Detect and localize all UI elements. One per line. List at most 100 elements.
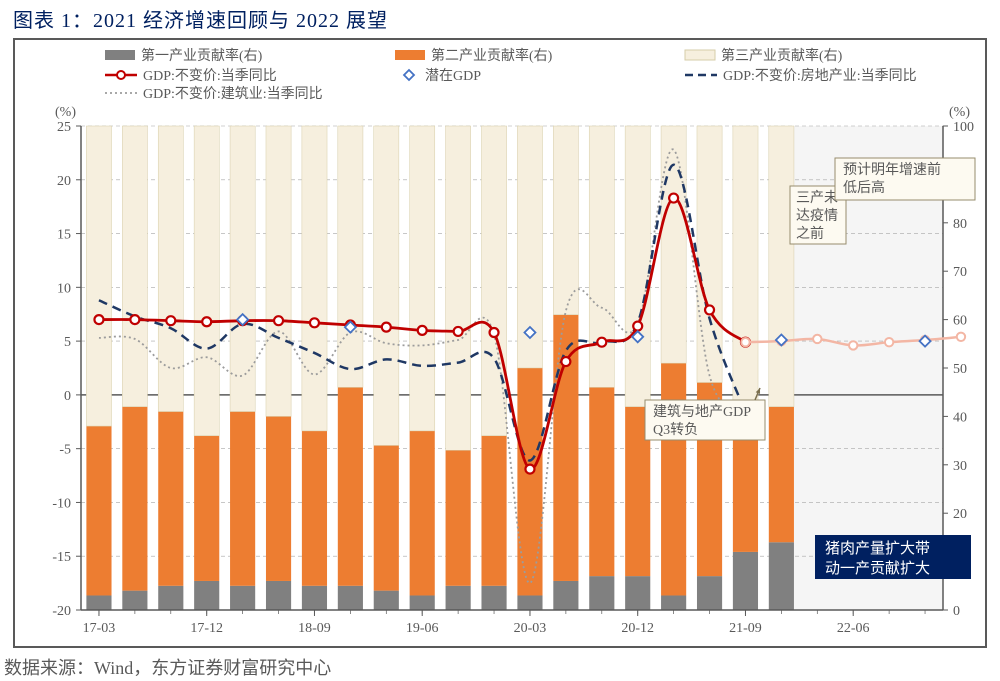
bar-primary — [86, 595, 111, 610]
svg-text:70: 70 — [953, 265, 967, 280]
bar-secondary — [266, 416, 291, 581]
bar-tertiary — [769, 126, 794, 407]
svg-text:-20: -20 — [52, 604, 71, 619]
bar-primary — [625, 576, 650, 610]
bar-tertiary — [158, 126, 183, 412]
svg-text:20: 20 — [953, 507, 967, 522]
svg-text:(%): (%) — [55, 105, 76, 120]
chart-title-bar: 图表 1：2021 经济增速回顾与 2022 展望 — [13, 4, 987, 41]
marker-gdp — [490, 328, 499, 337]
svg-text:预计明年增速前: 预计明年增速前 — [843, 161, 941, 178]
svg-text:建筑与地产GDP: 建筑与地产GDP — [653, 404, 751, 420]
bar-secondary — [122, 407, 147, 591]
svg-text:15: 15 — [57, 228, 71, 243]
bar-secondary — [661, 363, 686, 595]
bar-primary — [410, 595, 435, 610]
marker-gdp — [633, 322, 642, 331]
svg-text:21-09: 21-09 — [729, 621, 762, 636]
svg-text:GDP:不变价:当季同比: GDP:不变价:当季同比 — [143, 68, 277, 84]
bar-tertiary — [122, 126, 147, 407]
bar-secondary — [194, 436, 219, 581]
svg-text:60: 60 — [953, 314, 967, 329]
bar-tertiary — [374, 126, 399, 445]
svg-text:达疫情: 达疫情 — [796, 208, 838, 224]
bar-secondary — [769, 407, 794, 543]
svg-text:(%): (%) — [949, 105, 970, 120]
svg-text:20-03: 20-03 — [514, 621, 547, 636]
bar-tertiary — [625, 126, 650, 407]
svg-text:之前: 之前 — [796, 225, 824, 242]
bar-primary — [446, 586, 471, 610]
svg-text:第二产业贡献率(右): 第二产业贡献率(右) — [431, 47, 553, 64]
marker-gdp — [382, 323, 391, 332]
svg-text:19-06: 19-06 — [406, 621, 439, 636]
marker-gdp — [561, 357, 570, 366]
svg-text:10: 10 — [57, 281, 71, 296]
bar-tertiary — [86, 126, 111, 426]
svg-text:17-12: 17-12 — [190, 621, 223, 636]
marker-gdp-forecast — [741, 338, 749, 346]
svg-text:Q3转负: Q3转负 — [653, 422, 698, 438]
bar-secondary — [553, 315, 578, 581]
bar-primary — [338, 586, 363, 610]
bar-primary — [230, 586, 255, 610]
bar-tertiary — [338, 126, 363, 387]
marker-gdp — [597, 338, 606, 347]
bar-secondary — [230, 412, 255, 586]
marker-gdp — [705, 305, 714, 314]
bar-secondary — [589, 387, 614, 576]
bar-secondary — [374, 445, 399, 590]
svg-text:0: 0 — [953, 604, 960, 619]
bar-secondary — [410, 431, 435, 596]
svg-text:20: 20 — [57, 174, 71, 189]
svg-text:25: 25 — [57, 120, 71, 135]
marker-gdp — [525, 465, 534, 474]
bar-primary — [481, 586, 506, 610]
bar-secondary — [338, 387, 363, 585]
bar-tertiary — [230, 126, 255, 412]
bar-primary — [158, 586, 183, 610]
bar-secondary — [446, 450, 471, 586]
marker-gdp — [669, 194, 678, 203]
marker-gdp-forecast — [957, 333, 965, 341]
svg-text:动一产贡献扩大: 动一产贡献扩大 — [825, 560, 930, 577]
bar-primary — [661, 595, 686, 610]
bar-secondary — [302, 431, 327, 586]
marker-gdp-forecast — [849, 341, 857, 349]
bar-primary — [697, 576, 722, 610]
svg-text:第一产业贡献率(右): 第一产业贡献率(右) — [141, 47, 263, 64]
chart-footer: 数据来源：Wind，东方证券财富研究中心 — [4, 654, 331, 680]
chart-container: -20-15-10-505101520250102030405060708090… — [13, 38, 987, 648]
marker-gdp-forecast — [813, 335, 821, 343]
svg-text:-15: -15 — [52, 550, 71, 565]
svg-text:22-06: 22-06 — [837, 621, 870, 636]
svg-text:猪肉产量扩大带: 猪肉产量扩大带 — [825, 540, 930, 557]
svg-text:三产未: 三产未 — [796, 190, 838, 206]
svg-text:50: 50 — [953, 362, 967, 377]
bar-primary — [266, 581, 291, 610]
bar-tertiary — [661, 126, 686, 363]
svg-text:-10: -10 — [52, 496, 71, 511]
svg-text:-5: -5 — [59, 443, 71, 458]
svg-text:GDP:不变价:房地产业:当季同比: GDP:不变价:房地产业:当季同比 — [723, 68, 917, 84]
marker-gdp — [454, 327, 463, 336]
marker-gdp — [310, 318, 319, 327]
bar-primary — [517, 595, 542, 610]
chart-title: 图表 1：2021 经济增速回顾与 2022 展望 — [13, 10, 388, 32]
svg-text:100: 100 — [953, 120, 974, 135]
svg-text:0: 0 — [64, 389, 71, 404]
marker-gdp — [166, 316, 175, 325]
data-source: 数据来源：Wind，东方证券财富研究中心 — [4, 658, 331, 678]
bar-primary — [302, 586, 327, 610]
bar-primary — [194, 581, 219, 610]
svg-text:5: 5 — [64, 335, 71, 350]
chart-svg: -20-15-10-505101520250102030405060708090… — [15, 40, 985, 646]
marker-gdp-forecast — [885, 338, 893, 346]
bar-tertiary — [589, 126, 614, 387]
svg-text:潜在GDP: 潜在GDP — [425, 68, 481, 84]
svg-text:17-03: 17-03 — [83, 621, 116, 636]
bar-tertiary — [697, 126, 722, 383]
bar-primary — [553, 581, 578, 610]
bar-primary — [589, 576, 614, 610]
svg-text:80: 80 — [953, 217, 967, 232]
